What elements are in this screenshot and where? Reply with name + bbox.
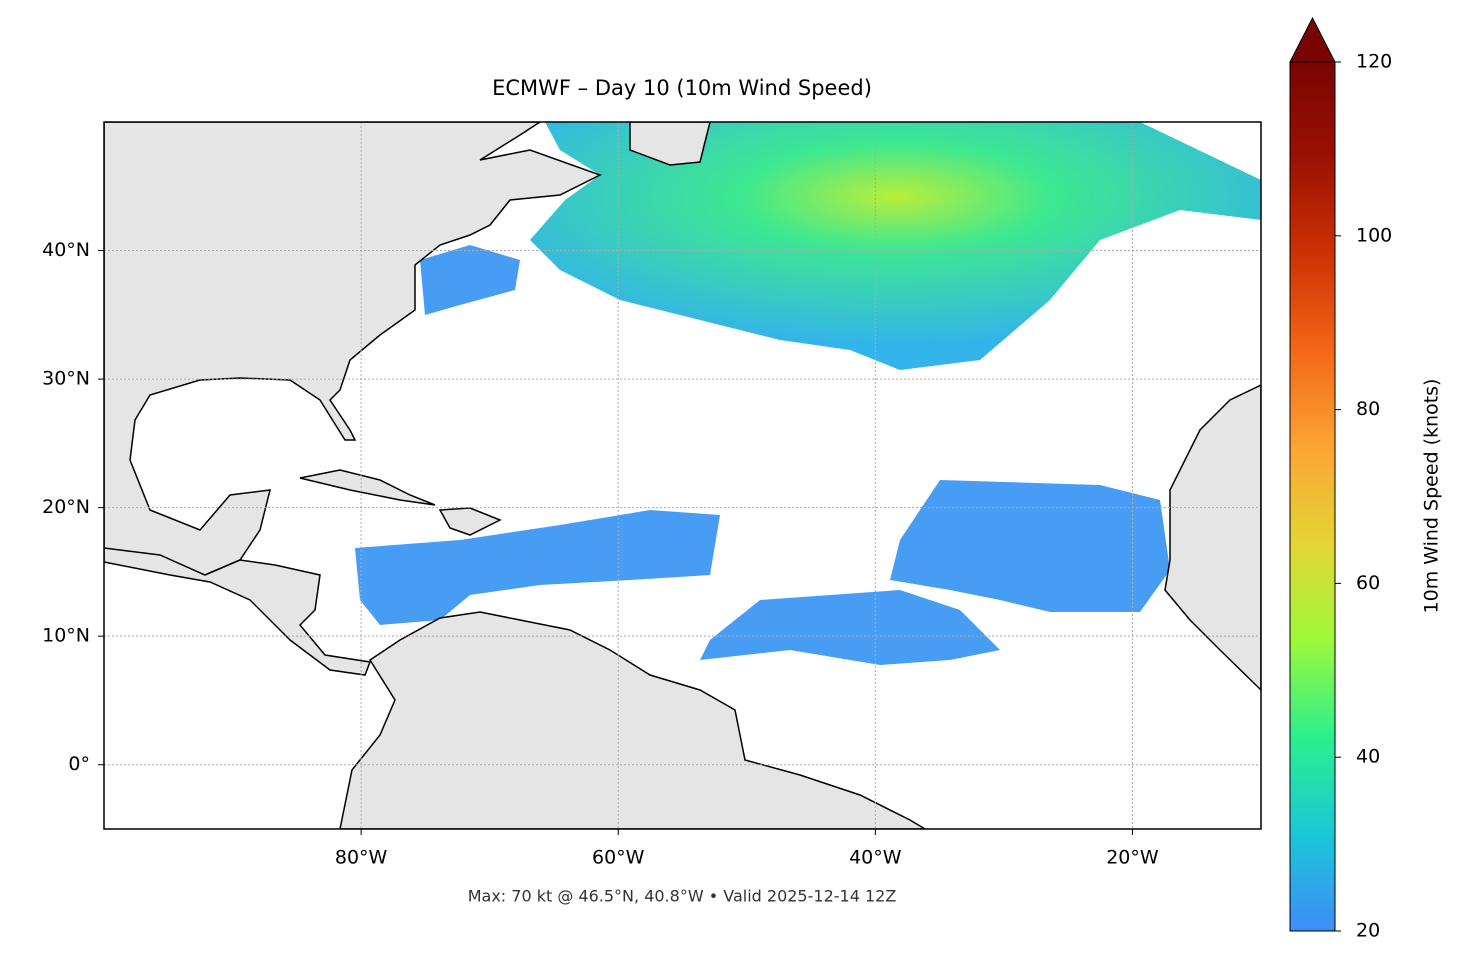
map-frame xyxy=(103,121,1262,830)
x-tick-label: 40°W xyxy=(849,847,902,869)
footer-note: Max: 70 kt @ 46.5°N, 40.8°W • Valid 2025… xyxy=(468,887,897,906)
graticule xyxy=(104,122,1261,829)
map-area xyxy=(104,122,1261,829)
x-tick-label: 20°W xyxy=(1106,847,1159,869)
colorbar-extend xyxy=(1289,16,1336,63)
y-tick-label: 40°N xyxy=(42,239,90,261)
y-tick-label: 20°N xyxy=(42,496,90,518)
central-america xyxy=(104,547,372,676)
newfoundland xyxy=(629,122,711,166)
x-tick-label: 80°W xyxy=(335,847,388,869)
hispaniola xyxy=(438,507,502,536)
africa xyxy=(1164,384,1261,692)
colorbar-tick-label: 60 xyxy=(1356,572,1380,594)
wind-patch xyxy=(700,590,1000,665)
north-america xyxy=(104,122,602,576)
y-tick-label: 10°N xyxy=(42,625,90,647)
cuba xyxy=(299,469,436,506)
wind-patch xyxy=(355,510,720,625)
land xyxy=(104,122,1261,829)
south-america xyxy=(339,611,927,829)
map-title: ECMWF – Day 10 (10m Wind Speed) xyxy=(492,76,872,100)
colorbar-tick-label: 20 xyxy=(1356,920,1380,942)
colorbar-label: 10m Wind Speed (knots) xyxy=(1421,379,1443,614)
colorbar xyxy=(1289,61,1336,932)
wind-patch xyxy=(890,480,1170,612)
y-tick-label: 30°N xyxy=(42,368,90,390)
colorbar-tick-label: 80 xyxy=(1356,398,1380,420)
colorbar-tick-label: 120 xyxy=(1356,51,1392,73)
wind-patch xyxy=(420,245,520,315)
y-tick-label: 0° xyxy=(68,753,90,775)
x-tick-label: 60°W xyxy=(592,847,645,869)
colorbar-tick-label: 100 xyxy=(1356,224,1392,246)
colorbar-tick-label: 40 xyxy=(1356,746,1380,768)
